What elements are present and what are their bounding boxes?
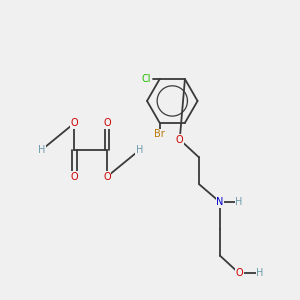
Text: H: H <box>236 197 243 207</box>
Text: Cl: Cl <box>142 74 151 84</box>
Text: O: O <box>70 172 78 182</box>
Text: H: H <box>256 268 264 278</box>
Text: O: O <box>176 135 184 145</box>
Text: N: N <box>216 197 224 207</box>
Text: O: O <box>70 118 78 128</box>
Text: O: O <box>103 172 111 182</box>
Text: H: H <box>136 145 143 155</box>
Text: O: O <box>103 118 111 128</box>
Text: O: O <box>236 268 243 278</box>
Text: H: H <box>38 145 45 155</box>
Text: Br: Br <box>154 129 165 139</box>
